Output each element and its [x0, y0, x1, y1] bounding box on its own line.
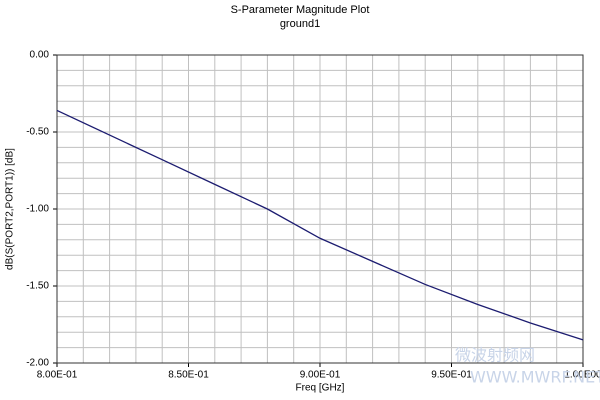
chart-subtitle: ground1 [280, 18, 320, 30]
x-axis-label: Freq [GHz] [296, 383, 345, 394]
y-tick-label: -1.00 [26, 204, 49, 215]
series-line [56, 109, 584, 341]
x-tick-label: 9.50E-01 [431, 370, 472, 381]
y-tick-label: -2.00 [26, 358, 49, 369]
x-tick-label: 1.00E00 [564, 370, 600, 381]
watermark: 微波射频网 [455, 346, 535, 365]
chart-title: S-Parameter Magnitude Plot [231, 4, 370, 16]
y-tick-label: 0.00 [30, 50, 50, 61]
watermark: WWW.MWRF.NET [470, 368, 600, 387]
x-tick-label: 8.50E-01 [168, 370, 209, 381]
y-tick-label: -0.50 [26, 127, 49, 138]
y-axis-label: dB(S(PORT2,PORT1)) [dB] [5, 148, 16, 270]
x-tick-label: 9.00E-01 [300, 370, 341, 381]
x-tick-label: 8.00E-01 [37, 370, 78, 381]
plot-border [56, 54, 584, 364]
y-tick-label: -1.50 [26, 281, 49, 292]
